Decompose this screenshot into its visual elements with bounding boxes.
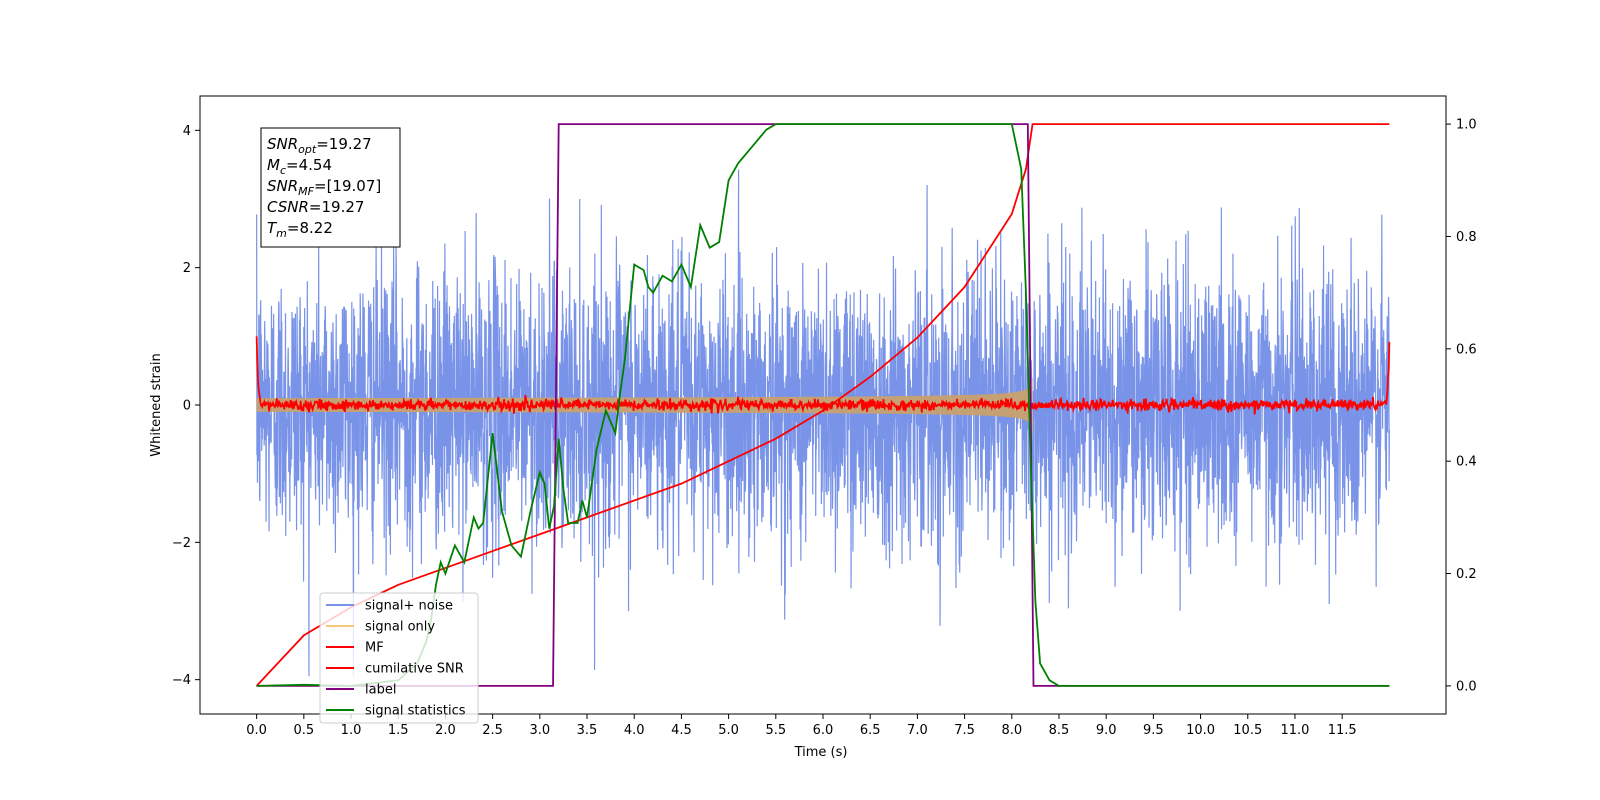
annotation-line: CSNR=19.27: [267, 198, 364, 216]
legend-entry-label: MF: [365, 641, 384, 656]
x-tick-label: 3.5: [577, 723, 598, 738]
x-tick-label: 7.0: [907, 723, 928, 738]
legend-entry-label: signal statistics: [365, 704, 466, 719]
annotation-line: Tm=8.22: [267, 219, 333, 240]
x-tick-label: 7.5: [954, 723, 975, 738]
series-signal-statistics-line: [256, 123, 1390, 687]
annotation-line: SNRopt=19.27: [267, 135, 372, 156]
y-tick-label: 2: [183, 261, 191, 276]
annotation-frame: [260, 127, 401, 248]
x-tick-label: 9.5: [1143, 723, 1164, 738]
series-mf-line: [255, 336, 1391, 415]
y2-tick-label: 0.8: [1456, 230, 1477, 245]
legend: signal+ noise signal only MF cumilative SNR…: [319, 592, 479, 724]
x-tick-label: 0.5: [293, 723, 314, 738]
y-tick-label: 0: [183, 399, 191, 414]
y-tick-label: 4: [183, 124, 191, 139]
series-signal-only-band: [256, 376, 1033, 434]
legend-frame: [319, 592, 479, 724]
x-tick-label: 9.0: [1096, 723, 1117, 738]
x-tick-label: 10.5: [1233, 723, 1262, 738]
x-tick-label: 2.0: [435, 723, 456, 738]
x-axis: 0.0 0.5 1.0 1.5 2.0 2.5 3.0 3.5 4.0 4.5 5.0 5.5 6.0 6…: [246, 714, 1357, 738]
x-tick-label: 11.0: [1280, 723, 1309, 738]
x-tick-label: 8.5: [1049, 723, 1070, 738]
y-axis-label: Whitened strain: [149, 353, 164, 456]
x-tick-label: 5.5: [765, 723, 786, 738]
x-tick-label: 0.0: [246, 723, 267, 738]
x-tick-label: 1.5: [388, 723, 409, 738]
y2-axis: 1.0 0.8 0.6 0.4 0.2 0.0: [1446, 118, 1477, 694]
x-tick-label: 4.0: [624, 723, 645, 738]
y2-tick-label: 0.2: [1456, 567, 1477, 582]
annotation-box: SNRopt=19.27Mc=4.54SNRMF=[19.07]CSNR=19.…: [260, 127, 401, 248]
y-tick-label: −4: [172, 673, 191, 688]
legend-entry-label: cumilative SNR: [365, 662, 464, 677]
y-tick-label: −2: [172, 536, 191, 551]
x-tick-label: 4.5: [671, 723, 692, 738]
y2-tick-label: 0.0: [1456, 679, 1477, 694]
plot-area: [255, 123, 1391, 687]
x-tick-label: 8.0: [1001, 723, 1022, 738]
x-tick-label: 1.0: [341, 723, 362, 738]
legend-entry-label: signal only: [365, 620, 435, 635]
series-cumilative-snr-line: [255, 123, 1390, 687]
y2-tick-label: 0.6: [1456, 342, 1477, 357]
x-tick-label: 2.5: [482, 723, 503, 738]
x-axis-label: Time (s): [794, 745, 848, 760]
annotation-line: Mc=4.54: [267, 156, 332, 177]
y2-tick-label: 0.4: [1456, 455, 1477, 470]
annotation-line: SNRMF=[19.07]: [267, 177, 381, 198]
x-tick-label: 5.0: [718, 723, 739, 738]
legend-entry-label: signal+ noise: [365, 599, 453, 614]
x-tick-label: 10.0: [1186, 723, 1215, 738]
x-tick-label: 3.0: [529, 723, 550, 738]
x-tick-label: 11.5: [1328, 723, 1357, 738]
x-tick-label: 6.0: [813, 723, 834, 738]
y-axis: 4 2 0 −2 −4: [172, 124, 200, 688]
y2-tick-label: 1.0: [1456, 118, 1477, 133]
legend-entry-label: label: [365, 683, 396, 698]
x-tick-label: 6.5: [860, 723, 881, 738]
